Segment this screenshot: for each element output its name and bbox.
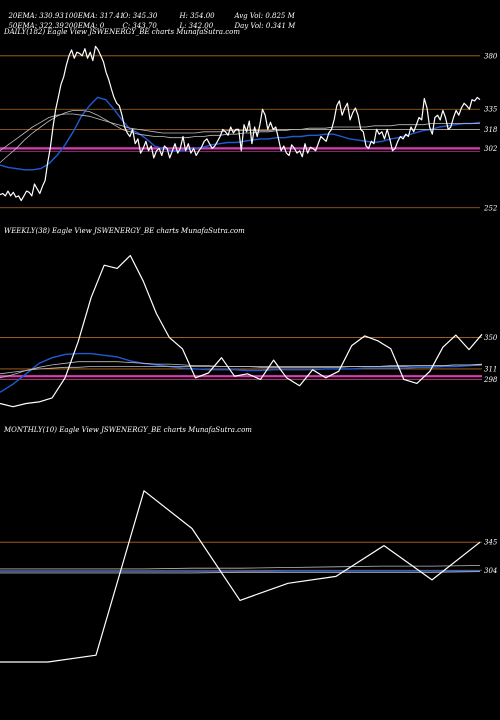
monthly-price-line [0, 490, 481, 663]
weekly-level-label-298: 298 [483, 376, 498, 384]
daily-panel-title: DAILY(182) Eagle View JSWENERGY_BE chart… [4, 28, 241, 36]
close-stat: C: 343.70 [122, 22, 157, 30]
day-vol-stat: Day Vol: 0.341 M [234, 22, 296, 30]
monthly-panel-title: MONTHLY(10) Eagle View JSWENERGY_BE char… [4, 426, 252, 434]
header-row-1: 20EMA: 330.93100EMA: 317.41O: 345.30 H: 3… [4, 3, 295, 21]
daily-ema-line-2 [0, 110, 480, 163]
weekly-level-label-350: 350 [484, 334, 498, 342]
daily-level-label-335: 335 [484, 106, 498, 114]
daily-level-label-318: 318 [484, 126, 498, 134]
monthly-level-label-304: 304 [484, 567, 497, 575]
low-stat: L: 342.00 [179, 22, 214, 30]
daily-price-line [0, 45, 481, 202]
weekly-level-label-311: 311 [484, 365, 497, 373]
ema20-stat: 20EMA: 330.93 [8, 12, 64, 20]
daily-level-label-380: 380 [484, 52, 498, 60]
monthly-ema-line-3 [0, 571, 481, 574]
daily-level-label-252: 252 [483, 204, 498, 212]
ema200-stat: 200EMA: 0 [64, 22, 105, 30]
daily-level-label-302: 302 [484, 145, 498, 153]
ema50-stat: 50EMA: 322.39 [8, 22, 64, 30]
weekly-ema-line-3 [0, 364, 482, 375]
monthly-ema-line-1 [0, 570, 480, 573]
monthly-ema-line-2 [0, 565, 481, 570]
weekly-price-line [0, 254, 483, 408]
weekly-ema-line-1 [0, 352, 483, 393]
ema100-stat: 100EMA: 317.41 [64, 12, 125, 20]
daily-ema-line-3 [0, 113, 480, 152]
open-stat: O: 345.30 [122, 12, 158, 20]
avg-vol-stat: Avg Vol: 0.825 M [234, 12, 295, 20]
weekly-panel-title: WEEKLY(38) Eagle View JSWENERGY_BE chart… [4, 227, 245, 235]
monthly-level-label-345: 345 [484, 539, 498, 547]
header-row-2: 50EMA: 322.39200EMA: 0 C: 343.70 L: 342.00… [4, 13, 295, 31]
high-stat: H: 354.00 [179, 12, 215, 20]
